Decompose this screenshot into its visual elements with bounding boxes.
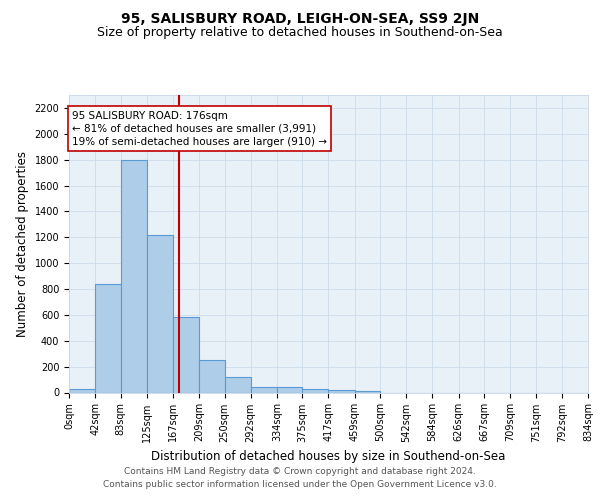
Bar	[199, 360, 224, 392]
Text: 95 SALISBURY ROAD: 176sqm
← 81% of detached houses are smaller (3,991)
19% of se: 95 SALISBURY ROAD: 176sqm ← 81% of detac…	[72, 110, 327, 147]
Y-axis label: Number of detached properties: Number of detached properties	[16, 151, 29, 337]
X-axis label: Distribution of detached houses by size in Southend-on-Sea: Distribution of detached houses by size …	[151, 450, 506, 463]
Text: Contains public sector information licensed under the Open Government Licence v3: Contains public sector information licen…	[103, 480, 497, 489]
Text: Contains HM Land Registry data © Crown copyright and database right 2024.: Contains HM Land Registry data © Crown c…	[124, 467, 476, 476]
Bar	[251, 386, 277, 392]
Bar	[173, 318, 199, 392]
Bar	[355, 391, 380, 392]
Bar	[277, 388, 302, 392]
Bar	[224, 377, 251, 392]
Bar	[95, 284, 121, 393]
Text: Size of property relative to detached houses in Southend-on-Sea: Size of property relative to detached ho…	[97, 26, 503, 39]
Bar	[329, 390, 355, 392]
Text: 95, SALISBURY ROAD, LEIGH-ON-SEA, SS9 2JN: 95, SALISBURY ROAD, LEIGH-ON-SEA, SS9 2J…	[121, 12, 479, 26]
Bar	[69, 390, 95, 392]
Bar	[121, 160, 147, 392]
Bar	[147, 236, 173, 392]
Bar	[302, 388, 329, 392]
